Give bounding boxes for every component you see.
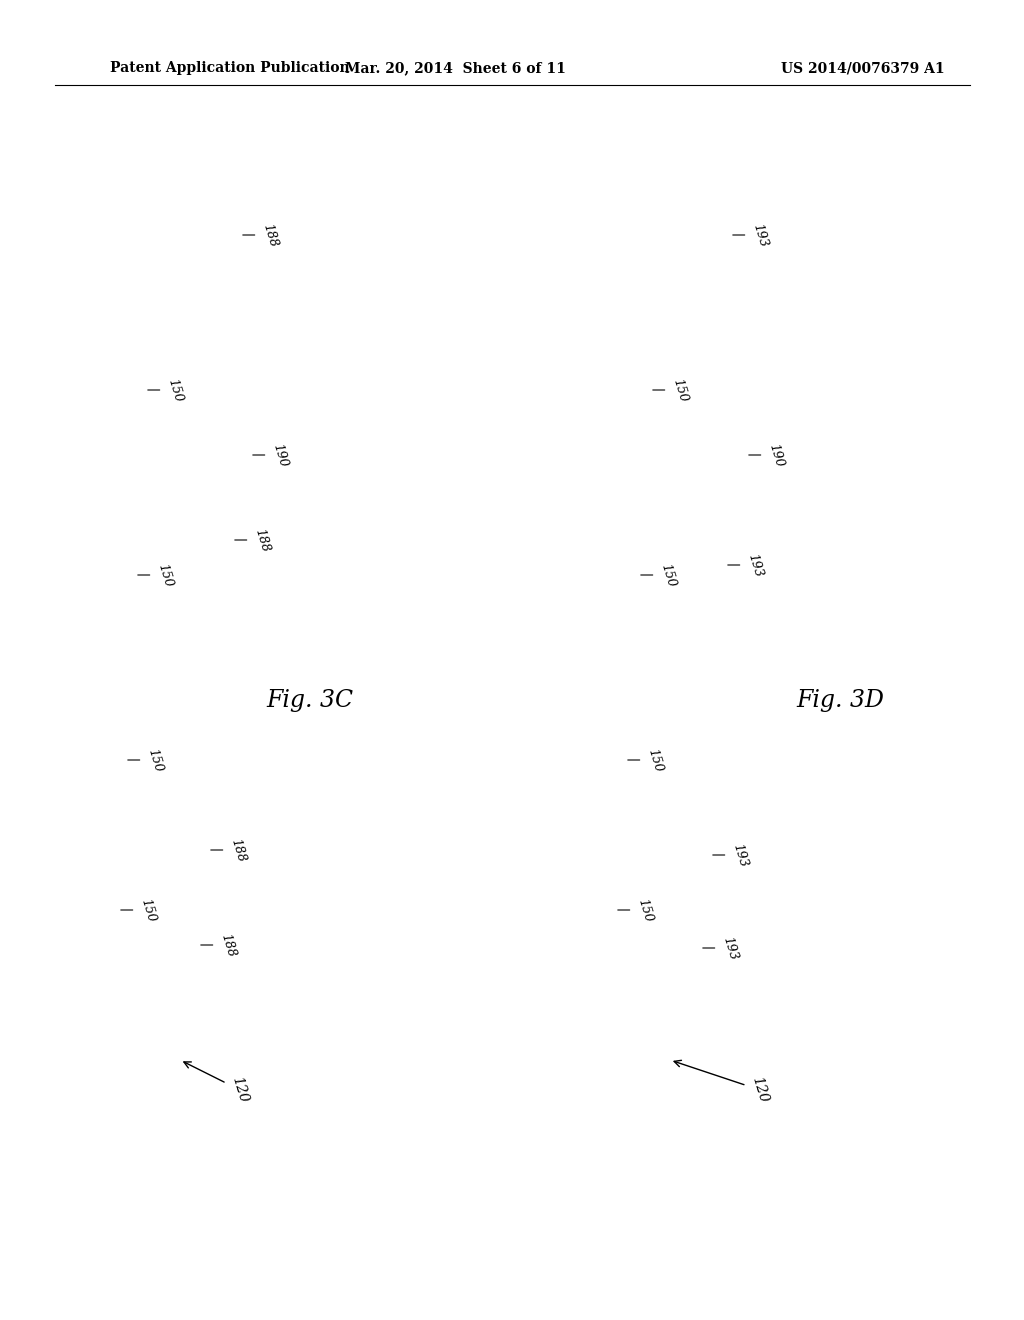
Text: 188: 188: [201, 932, 238, 958]
Text: 150: 150: [121, 896, 158, 924]
Text: Fig. 3D: Fig. 3D: [796, 689, 884, 711]
Text: 188: 188: [234, 527, 271, 553]
Text: 188: 188: [243, 222, 280, 248]
Text: 188: 188: [211, 837, 248, 863]
Text: 150: 150: [147, 376, 184, 404]
Text: 150: 150: [138, 561, 175, 589]
Text: 120: 120: [674, 1060, 771, 1105]
Text: 190: 190: [749, 442, 785, 469]
Text: 150: 150: [641, 561, 678, 589]
Text: Fig. 3C: Fig. 3C: [266, 689, 353, 711]
Text: 193: 193: [728, 552, 765, 578]
Text: 190: 190: [253, 442, 290, 469]
Text: 193: 193: [702, 935, 739, 961]
Text: 193: 193: [713, 842, 750, 869]
Text: Mar. 20, 2014  Sheet 6 of 11: Mar. 20, 2014 Sheet 6 of 11: [344, 61, 565, 75]
Text: 193: 193: [733, 222, 770, 248]
Text: 150: 150: [128, 747, 165, 774]
Text: Patent Application Publication: Patent Application Publication: [110, 61, 349, 75]
Text: 150: 150: [652, 376, 690, 404]
Text: 150: 150: [628, 747, 665, 774]
Text: 150: 150: [617, 896, 654, 924]
Text: US 2014/0076379 A1: US 2014/0076379 A1: [781, 61, 945, 75]
Text: 120: 120: [184, 1061, 251, 1105]
